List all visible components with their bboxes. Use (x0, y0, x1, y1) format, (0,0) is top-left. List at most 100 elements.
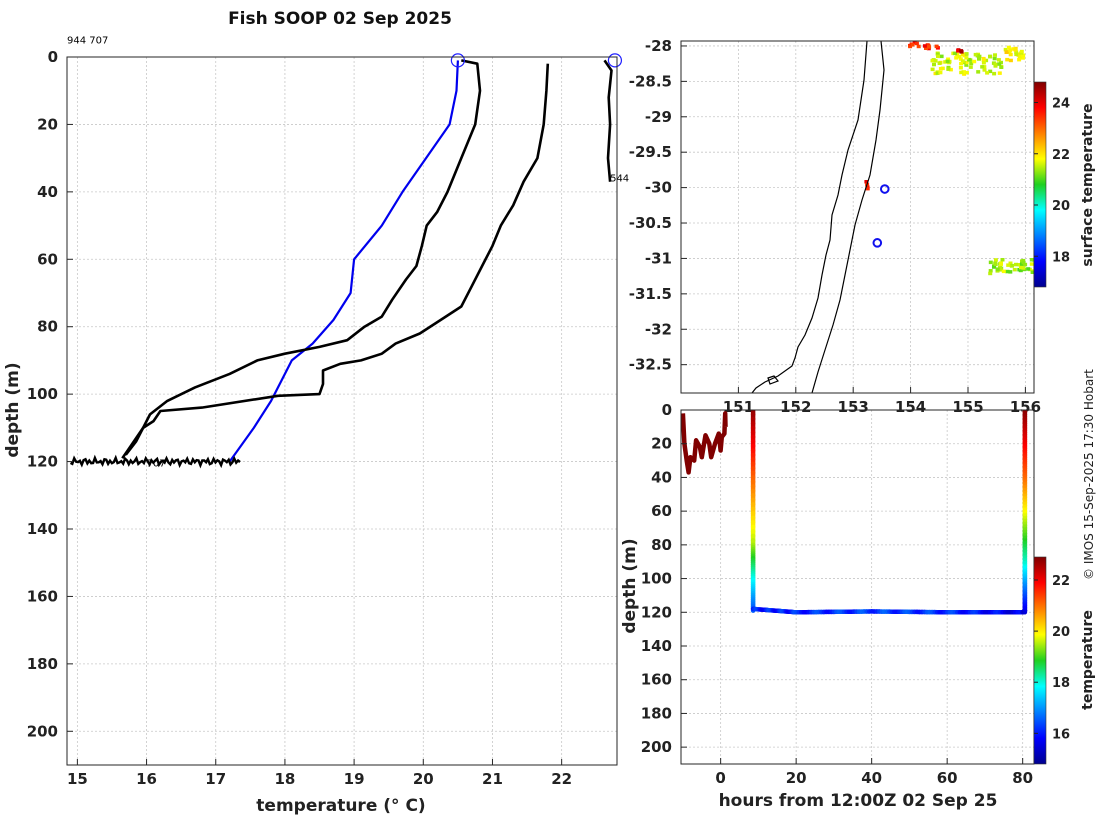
track-segment-early-shallow (681, 411, 728, 475)
sst-pixel (964, 52, 969, 56)
sst-pixel (1009, 264, 1014, 268)
profile-x-tick-label: 17 (205, 770, 226, 788)
sst-pixel (1001, 269, 1006, 274)
sst-pixel (924, 46, 928, 50)
profile-y-tick-label: 40 (37, 183, 58, 201)
map-track-marker (879, 184, 890, 194)
profile-annotation: 544 (610, 174, 629, 185)
profile-annotation: 944 707 (67, 36, 108, 47)
sst-pixel (981, 61, 986, 65)
sst-pixel (916, 44, 921, 49)
map-lon-tick-label: 155 (952, 398, 983, 416)
track-frame (680, 409, 1035, 765)
sst-pixel (1020, 56, 1025, 60)
sst-pixel (1014, 50, 1019, 54)
sst-pixel (910, 43, 915, 47)
map-colorbar-ticks: 18 20 22 24 (1034, 97, 1070, 265)
sst-pixel (995, 267, 1000, 271)
sst-pixel (999, 65, 1004, 69)
map-lat-tick-label: -29 (645, 108, 672, 126)
sst-pixel (977, 57, 981, 61)
profile-x-tick-label: 22 (551, 770, 572, 788)
sst-pixel (1000, 258, 1005, 262)
sst-pixel (933, 71, 938, 76)
sst-pixel (984, 58, 989, 63)
map-lat-tick-label: -30 (645, 179, 672, 197)
sst-pixel (962, 72, 967, 76)
track-y-tick-label: 80 (651, 536, 672, 554)
sst-pixel (977, 54, 982, 59)
profile-x-axis-label: temperature (° C) (256, 796, 425, 816)
sst-pixel (1016, 52, 1021, 56)
sst-pixel (982, 65, 987, 69)
profile-y-tick-label: 160 (27, 587, 58, 605)
profile-y-tick-label: 100 (27, 385, 58, 403)
profile-x-tick-label: 18 (274, 770, 295, 788)
sst-pixel (1017, 57, 1022, 62)
map-lon-tick-label: 154 (895, 398, 926, 416)
track-y-tick-label: 20 (651, 435, 672, 453)
sst-pixel (960, 52, 965, 57)
track-colorbar-tick-label: 18 (1052, 676, 1070, 691)
profile-x-tick-label: 21 (482, 770, 503, 788)
track-colorbar-ticks: 16 18 20 22 (1034, 574, 1070, 742)
profile-line-profile-2 (124, 63, 550, 456)
sst-pixel (992, 71, 997, 76)
track-x-tick-label: 0 (715, 769, 725, 787)
profile-start-markers (450, 53, 623, 68)
track-panel: 0 20 40 60 80 0 20 40 60 80 100 120 140 160 180 200 hou… (620, 401, 1096, 811)
sst-pixel (939, 54, 944, 59)
chart-title: Fish SOOP 02 Sep 2025 (228, 9, 452, 29)
track-y-tick-label: 100 (641, 570, 672, 588)
sst-pixel (988, 269, 993, 273)
sst-pixel (935, 71, 940, 75)
track-x-tick-label: 60 (937, 769, 958, 787)
sst-pixel (958, 66, 963, 70)
sst-pixel (968, 65, 973, 69)
sst-pixel (930, 67, 935, 72)
sst-pixel (972, 59, 977, 64)
profile-y-tick-label: 200 (27, 722, 58, 740)
profile-line-bottom-scatter (69, 454, 241, 469)
profile-x-tick-label: 16 (136, 770, 157, 788)
sst-pixel (932, 62, 936, 67)
track-y-tick-label: 180 (641, 704, 672, 722)
track-ticks: 0 20 40 60 80 0 20 40 60 80 100 120 140 160 180 200 (641, 401, 1033, 787)
sst-pixel (1023, 262, 1028, 267)
profile-ticks: 15 16 17 18 19 20 21 22 0 20 40 60 80 100 120 140 160 180… (27, 48, 572, 788)
profile-frame (66, 56, 618, 766)
sst-pixel (999, 262, 1003, 266)
sst-pixel (954, 56, 959, 60)
track-x-tick-label: 20 (786, 769, 807, 787)
sst-pixel (1005, 57, 1010, 62)
map-colorbar-tick-label: 20 (1052, 199, 1070, 214)
profile-line-profile-1 (121, 59, 482, 459)
map-sst-patches (864, 41, 1034, 276)
sst-pixel (938, 67, 943, 71)
profile-grid (67, 56, 617, 765)
sst-pixel (935, 52, 940, 56)
profile-series (69, 59, 613, 469)
track-y-tick-label: 60 (651, 502, 672, 520)
map-panel: 151 152 153 154 155 156 -28 -28.5 -29 -29.5 -30 -30… (629, 37, 1096, 416)
profile-line-profile-blue (228, 60, 459, 463)
sst-pixel (946, 67, 951, 71)
sst-pixel (1029, 262, 1034, 266)
sst-pixel (997, 62, 1002, 66)
sst-pixel (1004, 50, 1009, 54)
map-track-markers (872, 184, 890, 248)
sst-pixel (1017, 267, 1022, 272)
map-coastline (751, 41, 885, 393)
map-track-marker (872, 238, 883, 248)
sst-pixel (927, 45, 932, 49)
sst-pixel (953, 51, 958, 56)
sst-pixel (969, 61, 974, 66)
sst-pixel (908, 44, 913, 49)
sst-pixel (1008, 261, 1013, 265)
sst-pixel (988, 271, 993, 276)
sst-pixel (959, 50, 964, 54)
sst-pixel (976, 70, 981, 74)
track-colorbar-tick-label: 20 (1052, 625, 1070, 640)
profile-y-tick-label: 180 (27, 655, 58, 673)
profile-start-marker (450, 53, 465, 68)
